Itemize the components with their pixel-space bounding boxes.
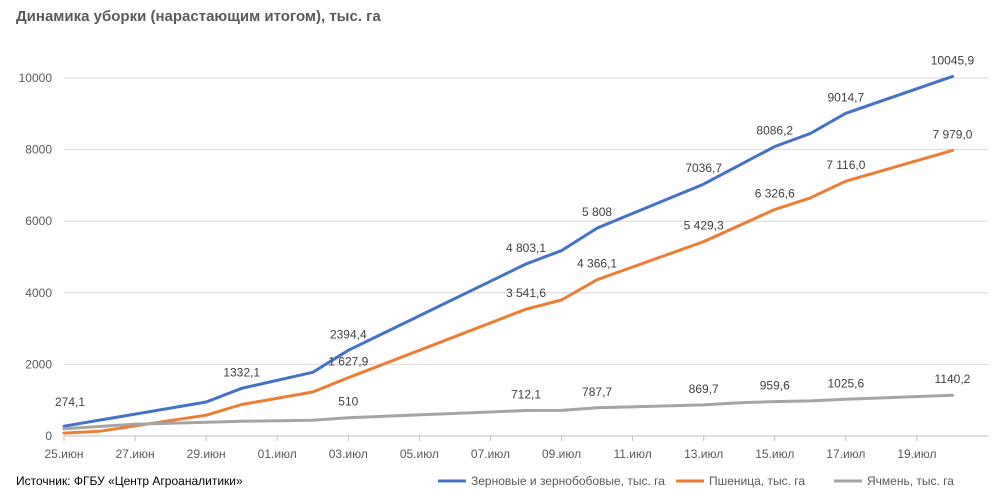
- data-label: 9014,7: [827, 90, 864, 104]
- x-tick-label: 29.июн: [187, 447, 226, 461]
- x-tick-label: 11.июл: [613, 447, 651, 461]
- data-label: 712,1: [511, 388, 541, 402]
- x-tick-label: 25.июн: [44, 447, 83, 461]
- x-tick-label: 03.июл: [329, 447, 368, 461]
- x-tick-label: 09.июл: [542, 447, 581, 461]
- data-label: 787,7: [582, 385, 612, 399]
- data-label: 5 429,3: [684, 219, 724, 233]
- grid-lines: [64, 77, 988, 437]
- data-label: 274,1: [55, 395, 85, 409]
- data-label: 4 366,1: [577, 257, 617, 271]
- legend-label: Зерновые и зернобобовые, тыс. га: [471, 474, 665, 488]
- y-tick-label: 6000: [25, 214, 52, 228]
- x-tick-label: 17.июл: [826, 447, 865, 461]
- y-tick-label: 10000: [19, 71, 53, 85]
- chart-title: Динамика уборки (нарастающим итогом), ты…: [16, 8, 381, 25]
- legend-label: Пшеница, тыс. га: [709, 474, 805, 488]
- data-label: 8086,2: [756, 124, 793, 138]
- data-label: 6 326,6: [755, 187, 795, 201]
- x-tick-label: 27.июн: [116, 447, 155, 461]
- x-tick-label: 15.июл: [755, 447, 794, 461]
- data-label: 869,7: [689, 382, 719, 396]
- data-label: 1025,6: [827, 376, 864, 390]
- legend: Зерновые и зернобобовые, тыс. га Пшеница,…: [438, 474, 954, 488]
- data-label: 2394,4: [330, 327, 367, 341]
- x-tick-label: 13.июл: [684, 447, 723, 461]
- source-note: Источник: ФГБУ «Центр Агроаналитики»: [16, 474, 243, 488]
- x-tick-label: 07.июл: [471, 447, 510, 461]
- series-lines: [62, 74, 954, 435]
- legend-label: Ячмень, тыс. га: [867, 474, 954, 488]
- series-line-1: [62, 74, 954, 428]
- y-axis-ticks: 0 2000 4000 6000 8000 10000: [19, 71, 53, 443]
- data-labels: 274,1 1332,1 2394,4 4 803,1 5 808 7036,7 8086,…: [55, 53, 974, 409]
- data-label: 7036,7: [685, 161, 722, 175]
- data-label: 3 541,6: [506, 286, 546, 300]
- y-tick-label: 2000: [25, 357, 52, 371]
- y-tick-label: 0: [45, 429, 52, 443]
- data-label: 10045,9: [931, 53, 975, 67]
- data-label: 1332,1: [223, 365, 260, 379]
- series-line-2: [62, 148, 954, 435]
- data-label: 510: [338, 395, 358, 409]
- x-tick-label: 19.июл: [897, 447, 936, 461]
- y-tick-label: 8000: [25, 143, 52, 157]
- data-label: 1 627,9: [328, 355, 368, 369]
- data-label: 7 979,0: [932, 127, 972, 141]
- x-tick-label: 05.июл: [400, 447, 439, 461]
- data-label: 4 803,1: [506, 241, 546, 255]
- x-tick-label: 01.июл: [258, 447, 297, 461]
- data-label: 5 808: [582, 205, 612, 219]
- data-label: 7 116,0: [826, 158, 865, 172]
- x-axis-ticks: 25.июн 27.июн 29.июн 01.июл 03.июл 05.июл 07.и…: [44, 436, 936, 461]
- series-line-3: [62, 393, 954, 431]
- y-tick-label: 4000: [25, 286, 52, 300]
- data-label: 1140,2: [935, 372, 971, 386]
- data-label: 959,6: [760, 379, 790, 393]
